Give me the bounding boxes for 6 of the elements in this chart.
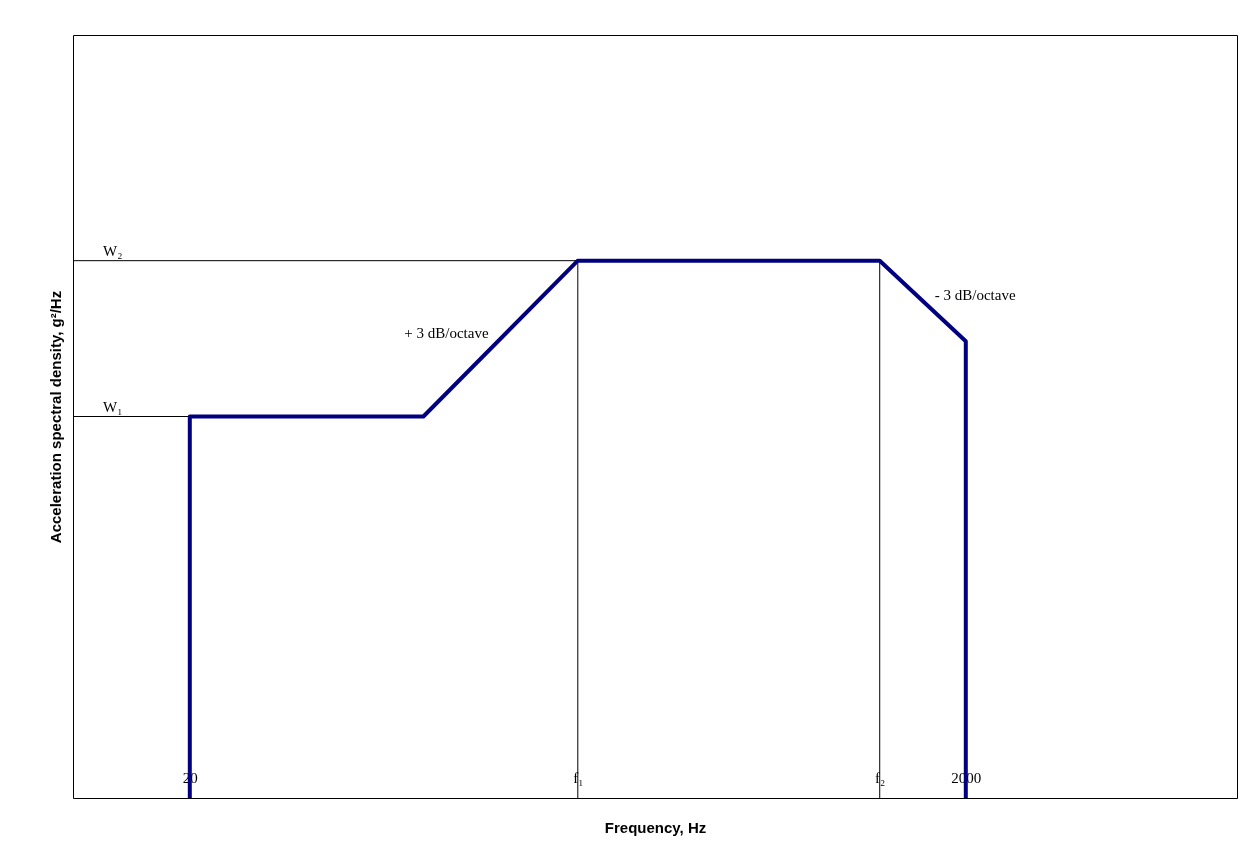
ref-line-label: W₁ bbox=[103, 398, 123, 415]
ref-line-label: W₂ bbox=[103, 242, 123, 259]
annotation: + 3 dB/octave bbox=[404, 324, 489, 341]
annotation: - 3 dB/octave bbox=[934, 286, 1016, 303]
y-axis-title: Acceleration spectral density, g²/Hz bbox=[46, 290, 64, 544]
x-axis-title: Frequency, Hz bbox=[604, 818, 707, 836]
